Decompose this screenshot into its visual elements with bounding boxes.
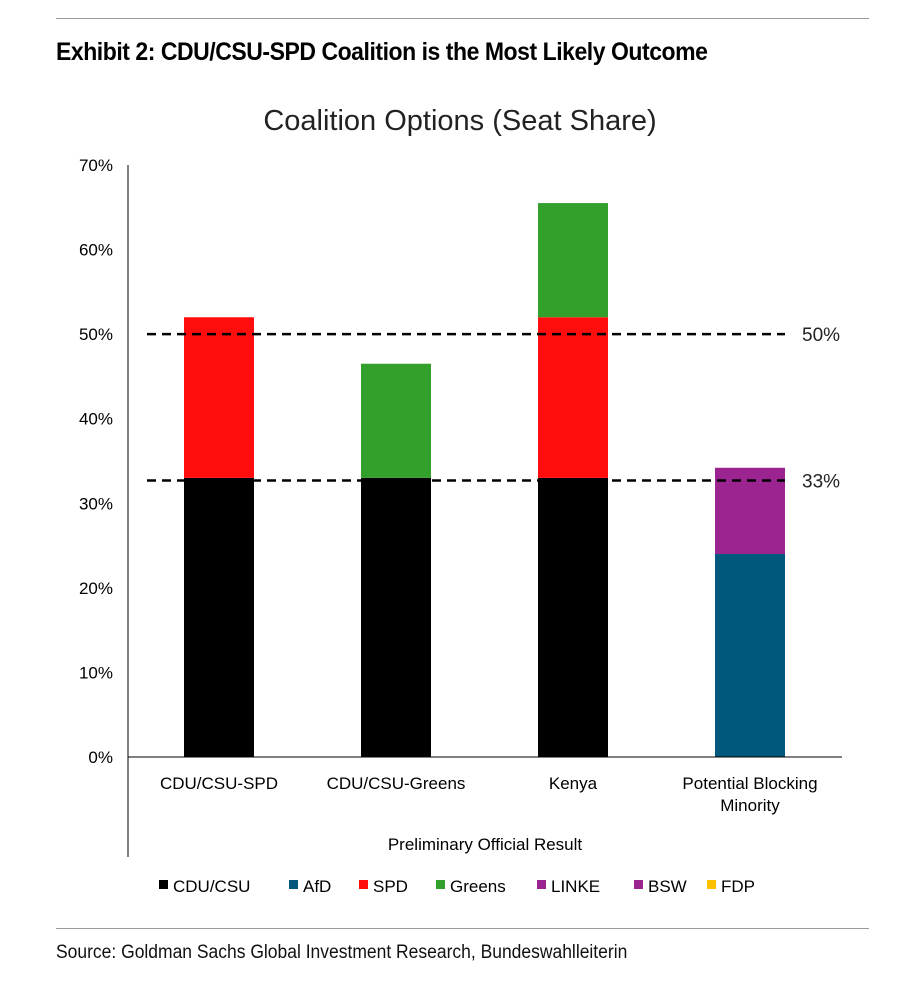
bottom-rule: [56, 928, 869, 929]
source-note: Source: Goldman Sachs Global Investment …: [56, 942, 628, 963]
exhibit-title: Exhibit 2: CDU/CSU-SPD Coalition is the …: [56, 38, 708, 66]
category-label: Kenya: [549, 774, 598, 793]
category-labels: CDU/CSU-SPD CDU/CSU-Greens Kenya Potential …: [160, 774, 818, 815]
y-axis: 0% 10% 20% 30% 40% 50% 60% 70%: [79, 156, 129, 767]
y-tick-label: 30%: [79, 494, 113, 513]
y-tick-label: 40%: [79, 410, 113, 429]
legend: CDU/CSU AfD SPD Greens LINKE BSW FDP: [159, 877, 755, 896]
y-tick-label: 0%: [88, 748, 113, 767]
top-rule: [56, 18, 869, 19]
y-tick-label: 50%: [79, 325, 113, 344]
y-tick-label: 10%: [79, 663, 113, 682]
reference-line-label: 50%: [802, 325, 840, 346]
category-label: CDU/CSU-SPD: [160, 774, 278, 793]
bar-segment-cdu-csu: [361, 477, 431, 757]
category-label: Potential Blocking Minority: [682, 774, 817, 815]
bar-segment-cdu-csu: [184, 477, 254, 757]
legend-swatch-spd: [359, 880, 368, 889]
bar-segment-cdu-csu: [538, 477, 608, 757]
bar-segment-spd: [184, 317, 254, 478]
legend-swatch-afd: [289, 880, 298, 889]
legend-swatch-linke: [537, 880, 546, 889]
legend-swatch-bsw: [634, 880, 643, 889]
bar-segment-afd: [715, 554, 785, 757]
legend-swatch-greens: [436, 880, 445, 889]
bar-segment-greens: [538, 203, 608, 318]
bar-segment-greens: [361, 363, 431, 478]
legend-label: LINKE: [551, 877, 600, 896]
category-label: CDU/CSU-Greens: [327, 774, 466, 793]
legend-label: SPD: [373, 877, 408, 896]
legend-label: BSW: [648, 877, 687, 896]
y-tick-label: 70%: [79, 156, 113, 175]
chart-title: Coalition Options (Seat Share): [263, 105, 656, 137]
legend-label: FDP: [721, 877, 755, 896]
legend-label: CDU/CSU: [173, 877, 250, 896]
legend-swatch-cdu-csu: [159, 880, 168, 889]
reference-lines: 50% 33%: [147, 325, 840, 492]
bar-segment-linke: [715, 467, 785, 555]
legend-label: AfD: [303, 877, 331, 896]
reference-line-label: 33%: [802, 471, 840, 492]
x-axis-label: Preliminary Official Result: [388, 835, 583, 854]
legend-label: Greens: [450, 877, 506, 896]
legend-swatch-fdp: [707, 880, 716, 889]
bar-segment-spd: [538, 317, 608, 478]
y-tick-label: 60%: [79, 241, 113, 260]
bars: [184, 203, 785, 757]
y-tick-label: 20%: [79, 579, 113, 598]
